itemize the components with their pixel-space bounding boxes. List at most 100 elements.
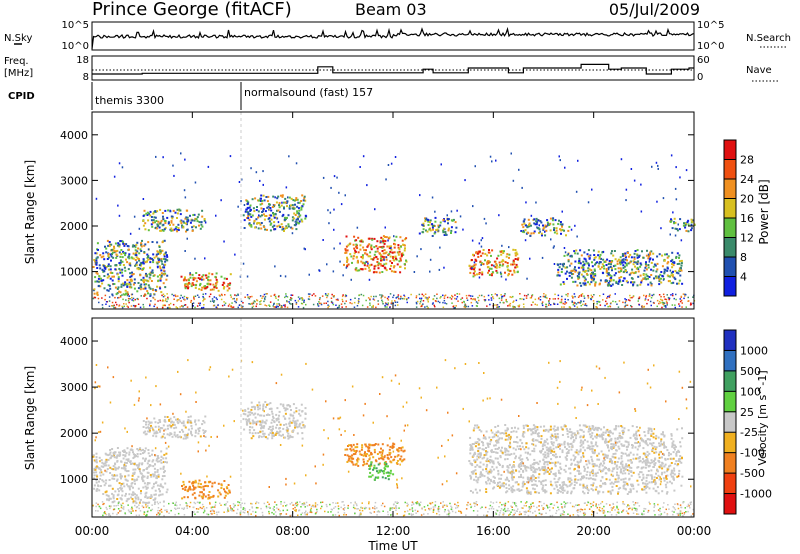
range-cell (232, 306, 235, 308)
range-cell (545, 303, 547, 306)
range-cell (247, 296, 249, 298)
range-cell (481, 271, 484, 274)
range-cell (429, 258, 432, 261)
range-cell (421, 293, 423, 296)
range-cell (250, 215, 253, 218)
range-cell (242, 302, 244, 304)
range-cell (259, 414, 262, 417)
range-cell (184, 434, 187, 437)
range-cell (134, 500, 137, 503)
range-cell (162, 269, 165, 272)
range-cell (93, 474, 96, 477)
range-cell (523, 464, 526, 467)
range-cell (289, 298, 291, 301)
range-cell (565, 448, 568, 450)
range-cell (481, 468, 484, 471)
range-cell (142, 431, 145, 434)
scatter-region (142, 415, 207, 440)
range-cell (675, 293, 677, 296)
range-cell (491, 431, 494, 434)
range-cell (424, 218, 427, 221)
range-cell (115, 250, 118, 253)
range-cell (109, 268, 112, 271)
range-cell (99, 267, 102, 270)
range-cell (376, 247, 379, 250)
range-cell (570, 458, 573, 461)
range-cell (482, 463, 485, 466)
range-cell (398, 447, 401, 449)
range-cell (128, 281, 131, 284)
range-cell (247, 419, 249, 422)
range-cell (517, 427, 520, 430)
range-cell (591, 445, 594, 448)
range-cell (604, 279, 607, 282)
range-cell (666, 470, 669, 473)
range-cell (598, 262, 601, 265)
range-cell (233, 297, 235, 300)
range-cell (361, 444, 364, 447)
range-cell (676, 428, 679, 431)
range-cell (506, 453, 509, 456)
range-cell (168, 424, 171, 427)
range-cell (579, 472, 582, 475)
range-cell (262, 432, 265, 435)
range-cell (632, 260, 635, 263)
range-cell (300, 426, 303, 429)
range-cell (601, 271, 604, 274)
range-cell (670, 462, 673, 464)
range-cell (529, 453, 532, 456)
date-title: 05/Jul/2009 (609, 0, 700, 19)
range-cell (477, 453, 480, 456)
range-cell (248, 297, 251, 300)
range-cell (179, 213, 182, 216)
range-cell (327, 300, 329, 303)
range-cell (342, 294, 344, 296)
range-cell (120, 487, 123, 490)
range-cell (496, 304, 498, 306)
range-cell (318, 301, 320, 303)
range-cell (111, 474, 114, 477)
range-cell (260, 207, 263, 210)
range-cell (275, 413, 278, 416)
range-cell (262, 213, 265, 216)
range-cell (119, 240, 122, 242)
range-cell (271, 434, 274, 437)
range-cell (156, 262, 159, 265)
range-cell (294, 214, 297, 216)
range-cell (218, 491, 221, 494)
range-cell (470, 301, 473, 304)
range-cell (142, 420, 145, 422)
range-cell (385, 303, 387, 305)
range-cell (153, 482, 155, 485)
range-cell (148, 501, 151, 504)
range-cell (170, 425, 173, 428)
range-cell (544, 230, 546, 233)
range-cell (527, 218, 530, 221)
range-cell (136, 464, 139, 467)
range-cell (113, 251, 116, 254)
range-cell (285, 225, 288, 228)
range-cell (266, 206, 269, 209)
range-cell (117, 488, 120, 491)
range-cell (493, 480, 496, 482)
range-cell (207, 278, 209, 281)
range-cell (478, 447, 481, 450)
range-cell (483, 299, 486, 301)
range-cell (647, 283, 650, 286)
range-cell (434, 220, 437, 223)
range-cell (173, 433, 176, 436)
range-cell (92, 297, 95, 300)
range-cell (650, 250, 653, 253)
range-cell (284, 275, 287, 278)
range-cell (392, 473, 395, 476)
range-cell (278, 421, 281, 424)
range-cell (648, 293, 651, 295)
range-cell (671, 304, 674, 306)
range-cell (112, 248, 114, 251)
range-cell (104, 460, 107, 463)
range-cell (366, 460, 369, 463)
range-cell (578, 295, 581, 297)
range-cell (118, 245, 121, 248)
range-cell (255, 422, 258, 425)
range-cell (147, 496, 150, 499)
